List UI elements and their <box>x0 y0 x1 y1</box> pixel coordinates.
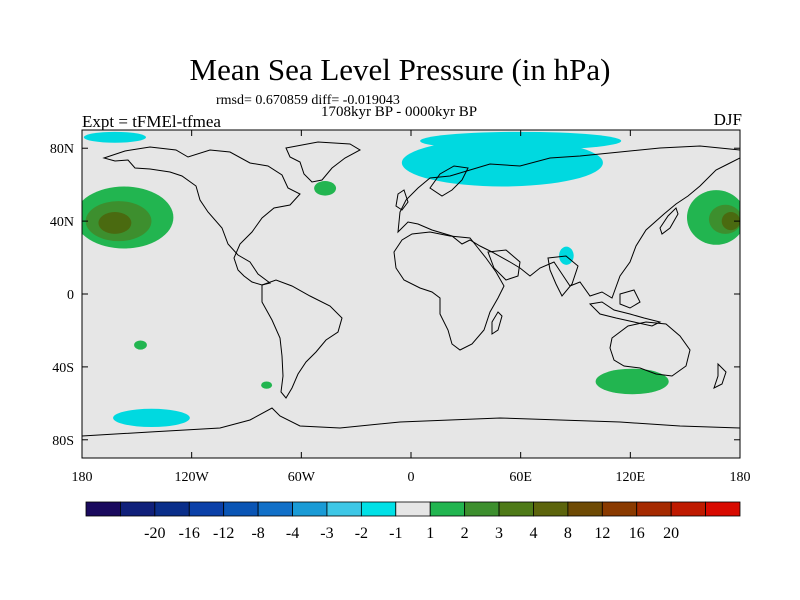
colorbar-swatch <box>670 501 706 517</box>
rmsd-diff-stats: rmsd= 0.670859 diff= -0.019043 <box>216 93 400 108</box>
coast-uk <box>395 189 409 211</box>
colorbar: -20 -16 -12 -8 -4 -3 -2 -1 1 2 3 4 8 12 16 20 <box>85 501 741 542</box>
coast-australia <box>609 321 691 377</box>
colorbar-swatch <box>601 501 638 517</box>
colorbar-swatch <box>223 501 259 517</box>
coast-africa <box>393 231 505 351</box>
colorbar-label: -20 <box>144 525 165 542</box>
colorbar-label: -3 <box>320 525 333 542</box>
lat-tick-label: 40S <box>52 361 74 376</box>
colorbar-swatch <box>326 501 362 517</box>
coast-antarctica <box>82 407 740 437</box>
lon-tick-label: 0 <box>408 470 415 485</box>
longitude-axis: 180 120W 60W 0 60E 120E 180 <box>72 130 751 485</box>
coast-arabia <box>487 249 521 281</box>
anomaly-west-pacific-high-center <box>721 212 740 231</box>
coast-south-america <box>261 279 343 399</box>
lat-tick-label: 80N <box>50 142 74 157</box>
colorbar-swatch <box>705 501 741 517</box>
coast-north-america <box>102 146 301 286</box>
colorbar-label: 16 <box>629 525 645 542</box>
anomaly-southern-indian-high <box>595 368 669 395</box>
season-label: DJF <box>713 110 742 129</box>
lon-tick-label: 60E <box>509 470 532 485</box>
colorbar-label: -4 <box>286 525 299 542</box>
coast-new-zealand <box>713 362 727 389</box>
coast-india <box>547 255 579 297</box>
colorbar-label: -16 <box>179 525 200 542</box>
chart-title: Mean Sea Level Pressure (in hPa) <box>189 52 611 87</box>
colorbar-label: 4 <box>529 525 537 542</box>
lon-tick-label: 120W <box>175 470 210 485</box>
colorbar-swatch <box>567 501 603 517</box>
anomaly-barents-low <box>420 131 622 151</box>
colorbar-swatch <box>85 501 121 517</box>
anomaly-north-pacific-high-center <box>98 212 132 234</box>
colorbar-label: -2 <box>355 525 368 542</box>
colorbar-swatch <box>533 501 569 517</box>
coast-indonesia <box>588 301 662 327</box>
colorbar-label: 20 <box>663 525 679 542</box>
lon-tick-label: 60W <box>288 470 316 485</box>
coast-madagascar <box>491 311 503 335</box>
coastlines <box>82 141 740 437</box>
colorbar-swatch <box>429 501 466 517</box>
colorbar-label: -8 <box>251 525 264 542</box>
coast-greenland <box>285 141 362 183</box>
anomaly-south-atlantic-high <box>261 381 273 389</box>
time-period: 1708kyr BP - 0000kyr BP <box>321 104 478 120</box>
lon-tick-label: 180 <box>72 470 93 485</box>
anomaly-south-pacific-high <box>134 340 147 350</box>
colorbar-label: 12 <box>594 525 610 542</box>
anomaly-antarctic-low <box>113 408 190 428</box>
lon-tick-label: 120E <box>616 470 646 485</box>
map-background <box>82 130 740 458</box>
coast-eurasia <box>397 145 740 299</box>
colorbar-label: -1 <box>389 525 402 542</box>
lat-tick-label: 0 <box>67 288 74 303</box>
coast-japan <box>659 207 679 235</box>
coast-borneo <box>619 289 641 309</box>
latitude-axis: 80N 40N 0 40S 80S <box>50 142 740 449</box>
colorbar-label: 8 <box>564 525 572 542</box>
colorbar-swatch <box>154 501 190 517</box>
colorbar-swatch <box>395 501 431 517</box>
colorbar-swatch <box>636 501 672 517</box>
colorbar-swatch <box>464 501 500 517</box>
experiment-label: Expt = tFMEl-tfmea <box>82 112 221 131</box>
colorbar-label: -12 <box>213 525 234 542</box>
anomaly-atlantic-high <box>314 181 337 196</box>
colorbar-swatch <box>188 501 225 517</box>
colorbar-swatch <box>498 501 534 517</box>
lat-tick-label: 80S <box>52 434 74 449</box>
colorbar-swatch <box>360 501 397 517</box>
anomaly-arctic-low <box>401 139 603 187</box>
coast-scandinavia <box>429 165 469 197</box>
colorbar-swatch <box>292 501 328 517</box>
colorbar-label: 2 <box>461 525 469 542</box>
anomaly-fields <box>82 131 740 428</box>
colorbar-label: 1 <box>426 525 434 542</box>
anomaly-beaufort-low <box>83 131 146 143</box>
lat-tick-label: 40N <box>50 215 74 230</box>
colorbar-swatch <box>120 501 156 517</box>
colorbar-label: 3 <box>495 525 503 542</box>
lon-tick-label: 180 <box>730 470 751 485</box>
colorbar-swatch <box>257 501 293 517</box>
